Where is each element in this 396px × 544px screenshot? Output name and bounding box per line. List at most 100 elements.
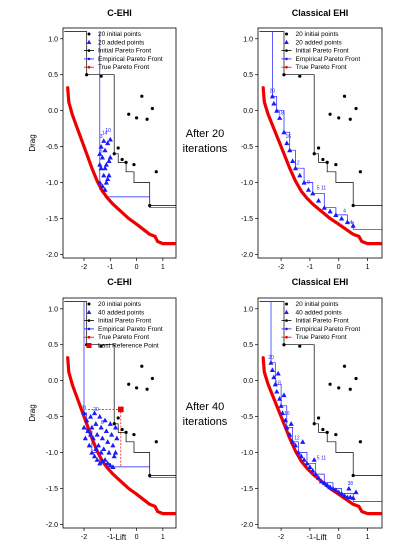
point-label: 16 xyxy=(284,411,290,417)
initial-point xyxy=(112,422,116,426)
x-tick-label: -1 xyxy=(107,264,113,271)
added-point xyxy=(310,190,316,196)
legend-marker xyxy=(284,39,289,44)
y-tick-label: -1.5 xyxy=(241,216,253,223)
panel-1: C-EHI -2.0 -1.5 -1.0 -0.5 0.0 0.5 1.0 -2 -1 0 1 Drag… xyxy=(28,8,177,271)
y-tick-label: -1.0 xyxy=(241,450,253,457)
x-tick-label: -1 xyxy=(307,534,313,541)
legend-marker xyxy=(87,335,91,339)
added-point xyxy=(282,417,288,423)
legend-marker xyxy=(86,309,92,314)
point-label: 10 xyxy=(105,128,111,134)
legend-marker xyxy=(87,32,91,36)
added-point xyxy=(284,424,290,430)
point-label: 18 xyxy=(275,380,281,386)
y-tick-label: -1.0 xyxy=(46,180,58,187)
initial-point xyxy=(358,170,362,174)
y-tick-label: -1.5 xyxy=(241,486,253,493)
annotation-after-40-line2: iterations xyxy=(183,416,228,428)
added-point xyxy=(330,485,336,491)
added-point xyxy=(290,158,296,164)
added-point xyxy=(321,480,327,485)
initial-point xyxy=(150,376,154,381)
added-point xyxy=(102,165,108,171)
point-label: 3 xyxy=(100,134,103,140)
point-label: 5 11 xyxy=(317,456,327,462)
y-tick-label: 0.0 xyxy=(243,378,253,385)
y-tick-label: -1.5 xyxy=(46,486,58,493)
legend-label: 40 added points xyxy=(98,309,145,316)
added-point xyxy=(97,179,103,185)
legend-label: Initial Pareto Front xyxy=(296,318,349,325)
legend-marker xyxy=(86,39,92,44)
point-label: 5 11 xyxy=(317,186,327,192)
added-point xyxy=(353,489,359,495)
point-label: 20 xyxy=(270,89,276,95)
initial-point xyxy=(337,386,341,390)
legend-label: 20 initial points xyxy=(296,31,340,38)
added-point xyxy=(107,421,113,426)
legend-label: True Pareto Front xyxy=(98,334,149,341)
added-point xyxy=(81,410,87,416)
added-point xyxy=(107,462,113,468)
legend-label: Empirical Pareto Front xyxy=(296,326,361,333)
initial-pareto-front xyxy=(259,31,382,206)
added-point xyxy=(275,370,281,376)
x-tick-label: 0 xyxy=(135,534,139,541)
legend-label: Empirical Pareto Front xyxy=(98,56,163,63)
added-point xyxy=(305,187,312,192)
added-point xyxy=(89,424,95,430)
y-tick-label: -0.5 xyxy=(46,414,58,421)
legend-label: Initial Pareto Front xyxy=(98,318,151,325)
added-point xyxy=(112,424,119,430)
plot-area: 31 20 8 xyxy=(64,301,176,516)
initial-point xyxy=(127,112,131,116)
added-point xyxy=(311,457,317,462)
initial-point xyxy=(312,422,316,426)
added-point xyxy=(99,183,106,189)
added-point xyxy=(327,208,333,214)
added-point xyxy=(269,93,276,99)
added-point xyxy=(85,428,91,434)
x-tick-label: -2 xyxy=(278,264,284,271)
true-pareto-front xyxy=(261,356,382,516)
x-tick-label: -1 xyxy=(307,264,313,271)
added-point xyxy=(97,413,103,419)
point-label: 31 xyxy=(81,405,87,411)
added-point xyxy=(105,439,111,444)
added-point xyxy=(298,453,304,459)
x-tick-label: -2 xyxy=(81,264,87,271)
added-point xyxy=(97,151,103,156)
x-axis-label: -Lift xyxy=(313,533,327,542)
legend-marker xyxy=(87,327,91,331)
empirical-pareto-front xyxy=(270,301,382,502)
legend-label: 20 added points xyxy=(296,39,343,46)
initial-point xyxy=(321,157,325,162)
point-label: 14 xyxy=(102,130,108,136)
added-point xyxy=(292,442,299,448)
initial-point xyxy=(99,344,103,348)
added-point xyxy=(99,435,106,441)
initial-point xyxy=(321,427,325,432)
added-point xyxy=(350,495,356,500)
added-point xyxy=(102,147,108,153)
plot-frame xyxy=(257,297,383,529)
x-tick-label: 0 xyxy=(337,264,341,271)
added-point xyxy=(339,490,345,496)
legend-marker xyxy=(87,302,91,306)
initial-point xyxy=(337,116,341,120)
added-point xyxy=(102,457,108,462)
added-point xyxy=(344,219,350,225)
panel-title: C-EHI xyxy=(107,8,132,18)
y-tick-label: -2.0 xyxy=(46,522,58,529)
legend-label: Last Reference Point xyxy=(98,343,159,350)
initial-point xyxy=(342,364,347,368)
added-point xyxy=(304,460,310,466)
x-tick-label: 1 xyxy=(161,264,165,271)
added-point xyxy=(114,435,120,441)
legend-label: Initial Pareto Front xyxy=(98,48,151,55)
legend-marker xyxy=(285,327,288,331)
added-point xyxy=(87,413,94,419)
added-point xyxy=(107,136,113,142)
